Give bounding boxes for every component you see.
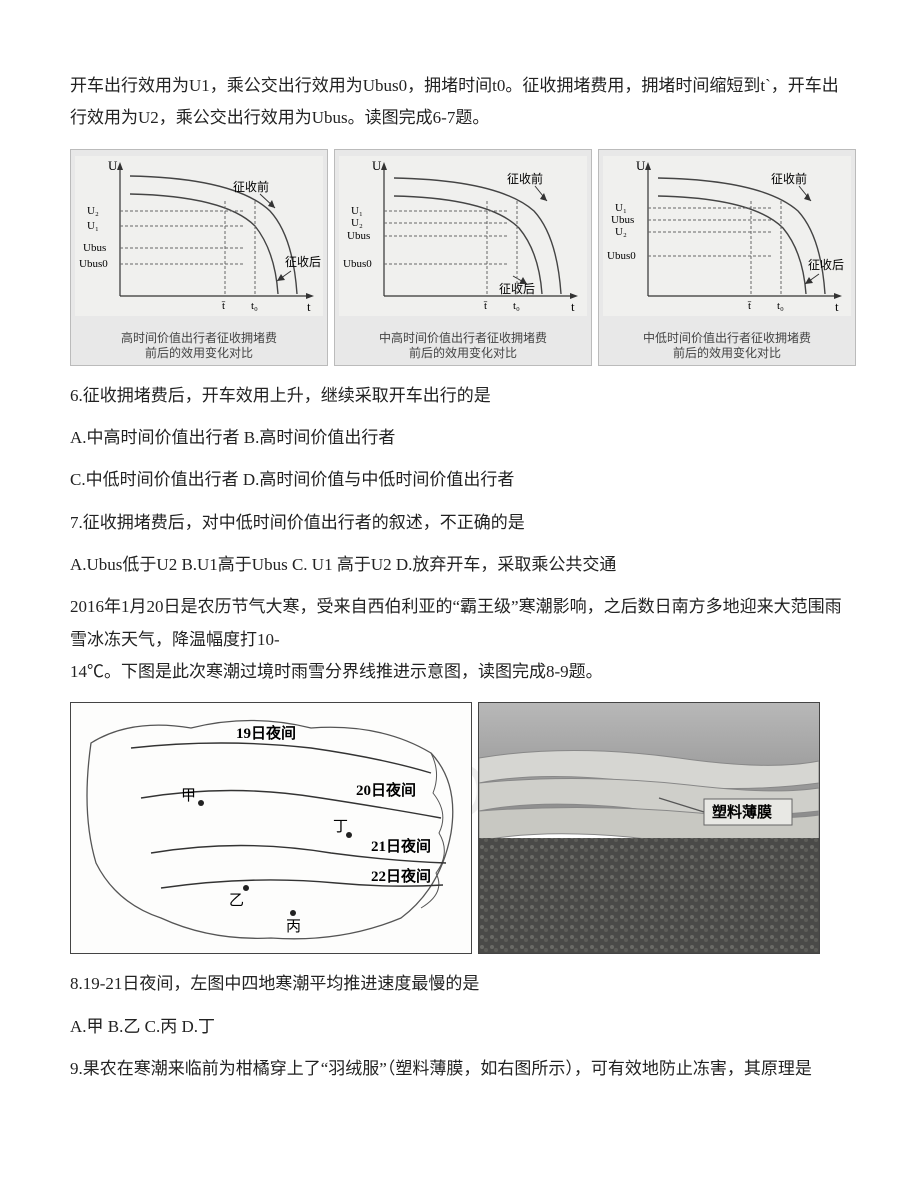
document-body: 开车出行效用为U1，乘公交出行效用为Ubus0，拥堵时间t0。征收拥堵费用，拥堵…: [70, 70, 850, 1085]
xtick-t0: t₀: [251, 300, 258, 312]
xtick-t1: t̄: [747, 300, 751, 312]
y-axis-label: U: [636, 158, 646, 173]
x-axis-label: t: [835, 299, 839, 314]
chart-2-svg: U t 征收前 征收后 U₁ U₂ Ubus Ubus0 t̄ t₀: [339, 156, 587, 316]
xtick-t0: t₀: [513, 300, 520, 312]
xtick-t1: t̄: [221, 300, 225, 312]
q6-options-ab: A.中高时间价值出行者 B.高时间价值出行者: [70, 422, 850, 454]
label-before: 征收前: [507, 171, 543, 186]
caption-line: 中低时间价值出行者征收拥堵费: [643, 331, 811, 345]
chart-2-caption: 中高时间价值出行者征收拥堵费 前后的效用变化对比: [339, 331, 587, 361]
chart-panel-1: U t 征收前 征收后 U₂ U₁ Ubus Ubus0 t̄ t₀: [70, 149, 328, 366]
ytick: Ubus: [611, 214, 634, 226]
ytick: Ubus: [83, 242, 106, 254]
line-19: 19日夜间: [236, 724, 296, 742]
caption-line: 高时间价值出行者征收拥堵费: [121, 331, 277, 345]
ytick: U₂: [351, 217, 363, 229]
ytick: Ubus0: [79, 258, 108, 270]
ytick: Ubus0: [607, 250, 636, 262]
point-yi: 乙: [229, 893, 244, 909]
intro-paragraph-1: 开车出行效用为U1，乘公交出行效用为Ubus0，拥堵时间t0。征收拥堵费用，拥堵…: [70, 70, 850, 135]
x-axis-label: t: [571, 299, 575, 314]
line-21: 21日夜间: [371, 837, 431, 855]
ytick: U₁: [351, 205, 363, 217]
map-photo-row: 19日夜间 20日夜间 21日夜间 22日夜间 甲 乙 丙 丁: [70, 702, 850, 954]
utility-charts-row: U t 征收前 征收后 U₂ U₁ Ubus Ubus0 t̄ t₀: [70, 149, 850, 366]
caption-line: 前后的效用变化对比: [673, 346, 781, 360]
chart-3-svg: U t 征收前 征收后 U₁ Ubus U₂ Ubus0 t̄ t₀: [603, 156, 851, 316]
ytick: Ubus0: [343, 258, 372, 270]
ytick: U₂: [87, 205, 99, 217]
caption-line: 中高时间价值出行者征收拥堵费: [379, 331, 547, 345]
label-before: 征收前: [233, 179, 269, 194]
q9-stem: 9.果农在寒潮来临前为柑橘穿上了“羽绒服”（塑料薄膜，如右图所示），可有效地防止…: [70, 1053, 850, 1085]
ytick: U₁: [87, 220, 99, 232]
chart-panel-3: U t 征收前 征收后 U₁ Ubus U₂ Ubus0 t̄ t₀ 中低时间价…: [598, 149, 856, 366]
caption-line: 前后的效用变化对比: [145, 346, 253, 360]
q6-options-cd: C.中低时间价值出行者 D.高时间价值与中低时间价值出行者: [70, 464, 850, 496]
xtick-t1: t̄: [483, 300, 487, 312]
line-22: 22日夜间: [371, 867, 431, 885]
q7-options: A.Ubus低于U2 B.U1高于Ubus C. U1 高于U2 D.放弃开车，…: [70, 549, 850, 581]
x-axis-label: t: [307, 299, 311, 314]
caption-line: 前后的效用变化对比: [409, 346, 517, 360]
intro-paragraph-2b: 14℃。下图是此次寒潮过境时雨雪分界线推进示意图，读图完成8-9题。: [70, 656, 850, 688]
q7-stem: 7.征收拥堵费后，对中低时间价值出行者的叙述，不正确的是: [70, 507, 850, 539]
ytick: Ubus: [347, 230, 370, 242]
q8-stem: 8.19-21日夜间，左图中四地寒潮平均推进速度最慢的是: [70, 968, 850, 1000]
xtick-t0: t₀: [777, 300, 784, 312]
ytick: U₂: [615, 226, 627, 238]
q6-stem: 6.征收拥堵费后，开车效用上升，继续采取开车出行的是: [70, 380, 850, 412]
cold-wave-map: 19日夜间 20日夜间 21日夜间 22日夜间 甲 乙 丙 丁: [70, 702, 472, 954]
intro-paragraph-2a: 2016年1月20日是农历节气大寒，受来自西伯利亚的“霸王级”寒潮影响，之后数日…: [70, 591, 850, 656]
point-bing: 丙: [286, 919, 301, 935]
y-axis-label: U: [372, 158, 382, 173]
chart-1-svg: U t 征收前 征收后 U₂ U₁ Ubus Ubus0 t̄ t₀: [75, 156, 323, 316]
ytick: U₁: [615, 202, 627, 214]
point-ding: 丁: [333, 819, 348, 835]
chart-1-caption: 高时间价值出行者征收拥堵费 前后的效用变化对比: [75, 331, 323, 361]
chart-panel-2: U t 征收前 征收后 U₁ U₂ Ubus Ubus0 t̄ t₀ 中高时间价…: [334, 149, 592, 366]
label-before: 征收前: [771, 171, 807, 186]
label-after: 征收后: [808, 258, 844, 272]
plastic-film-photo: 塑料薄膜: [478, 702, 820, 954]
q8-options: A.甲 B.乙 C.丙 D.丁: [70, 1011, 850, 1043]
line-20: 20日夜间: [356, 781, 416, 799]
chart-3-caption: 中低时间价值出行者征收拥堵费 前后的效用变化对比: [603, 331, 851, 361]
photo-label: 塑料薄膜: [712, 803, 772, 821]
y-axis-label: U: [108, 158, 118, 173]
label-after: 征收后: [285, 255, 321, 269]
point-jia: 甲: [181, 788, 196, 804]
